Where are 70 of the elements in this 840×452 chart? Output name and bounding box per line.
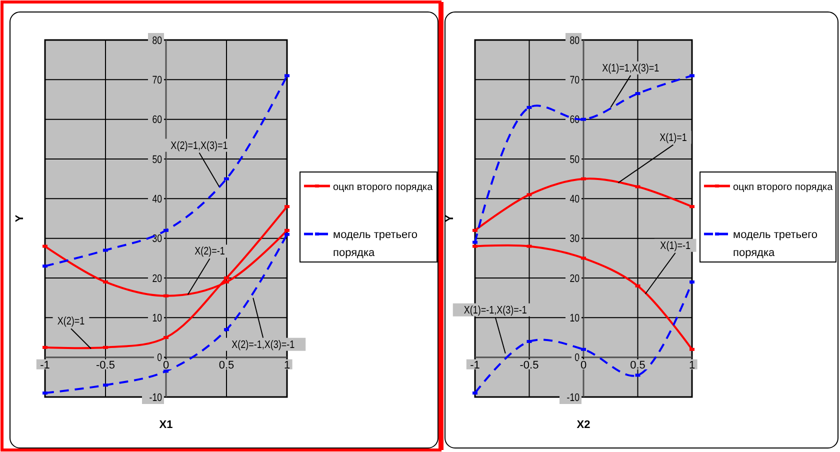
point (284, 74, 290, 78)
y-tick-label: 20 (152, 273, 162, 286)
x-axis-title: X1 (159, 419, 173, 431)
annotation: X(1)=-1,X(3)=-1 (464, 304, 528, 317)
point (224, 177, 229, 180)
point (164, 370, 168, 373)
legend-label: модель третьего порядка (333, 229, 418, 259)
point (42, 346, 48, 349)
y-tick-label: 50 (152, 154, 162, 166)
point (224, 328, 229, 332)
legend-label: оцкп второго порядка (333, 182, 434, 193)
point (103, 384, 108, 387)
point (581, 177, 586, 180)
point (164, 294, 168, 298)
point (690, 348, 694, 351)
point (472, 240, 478, 244)
x-tick-label: 0.5 (218, 359, 234, 372)
y-tick-label: 10 (570, 312, 580, 325)
annotation: X(2)=1,X(3)=1 (170, 140, 228, 152)
point (472, 392, 478, 395)
annotation: X(2)=-1 (194, 246, 226, 258)
x-tick-label: 1 (284, 359, 290, 372)
x-tick-label: 0.5 (630, 359, 646, 372)
point (103, 280, 108, 284)
annotation: X(1)=-1 (660, 240, 691, 252)
point (284, 205, 290, 208)
x-tick-label: -0.5 (96, 359, 115, 372)
y-tick-label: -10 (149, 392, 162, 404)
point (42, 244, 48, 248)
point (42, 264, 48, 268)
y-tick-label: 40 (152, 194, 162, 206)
annotation: X(1)=1,X(3)=1 (602, 62, 660, 75)
annotation: X(2)=1 (57, 316, 85, 328)
point (581, 256, 586, 260)
annotation: X(2)=-1,X(3)=-1 (232, 339, 296, 352)
y-tick-label: -10 (566, 392, 580, 404)
point (472, 244, 478, 248)
y-axis-title: Y (444, 214, 456, 222)
point (284, 232, 290, 236)
point (103, 346, 108, 349)
y-axis-title: Y (14, 214, 26, 222)
point (690, 280, 694, 284)
point (581, 348, 586, 351)
y-tick-label: 30 (570, 233, 580, 246)
point (284, 228, 290, 232)
y-tick-label: 30 (152, 233, 162, 246)
y-tick-label: 10 (152, 312, 162, 325)
y-tick-label: 70 (152, 74, 162, 87)
x-tick-label: -1 (470, 359, 480, 372)
point (42, 392, 48, 395)
point (472, 228, 478, 232)
y-tick-label: 80 (570, 35, 580, 48)
point (103, 248, 108, 252)
point (690, 74, 694, 78)
y-tick-label: 60 (152, 114, 162, 126)
y-tick-label: 50 (570, 154, 580, 166)
point (224, 280, 229, 284)
x-tick-label: -0.5 (520, 359, 539, 372)
legend-label: модель третьего порядка (733, 229, 818, 259)
legend-label: оцкп второго порядка (733, 182, 834, 193)
x-axis-title: X2 (576, 419, 590, 431)
y-tick-label: 20 (570, 273, 580, 286)
annotation: X(1)=1 (660, 132, 688, 144)
x-tick-label: -1 (40, 359, 50, 372)
point (164, 228, 168, 232)
y-tick-label: 80 (152, 35, 162, 48)
x-tick-label: 1 (688, 359, 696, 372)
point (690, 205, 694, 208)
y-tick-label: 40 (570, 194, 580, 206)
y-tick-label: 70 (570, 74, 580, 87)
